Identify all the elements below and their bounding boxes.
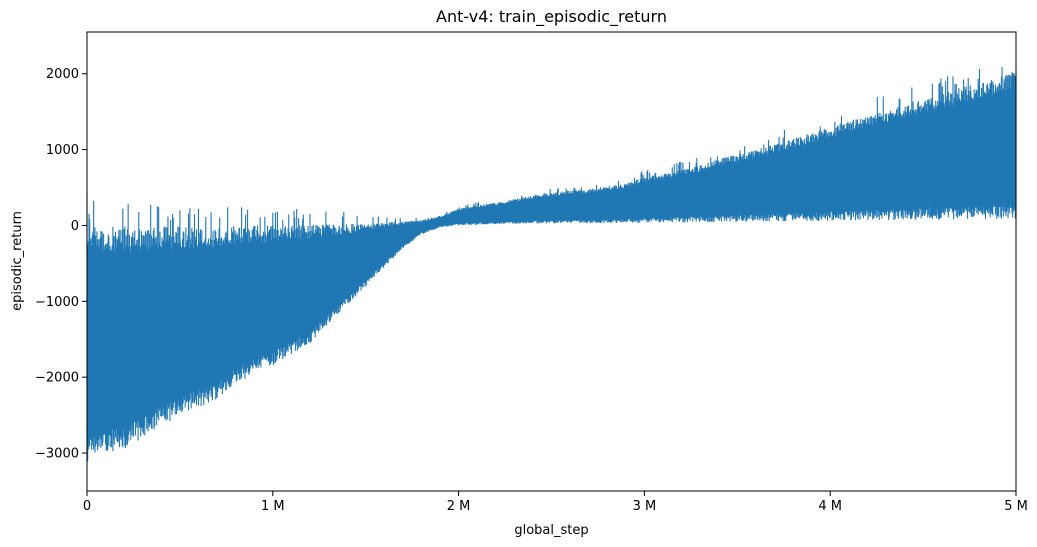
x-axis-label: global_step [514, 523, 588, 538]
y-tick-label: 0 [71, 219, 79, 234]
y-tick-label: 1000 [46, 143, 79, 158]
y-axis: −3000 −2000 −1000 0 1000 2000 [35, 67, 87, 462]
y-tick-label: −1000 [35, 295, 79, 310]
y-tick-label: −3000 [35, 447, 79, 462]
y-tick-label: −2000 [35, 371, 79, 386]
x-tick-label: 4 M [818, 499, 842, 514]
series-layer [86, 67, 1017, 462]
x-tick-label: 5 M [1004, 499, 1028, 514]
chart-title: Ant-v4: train_episodic_return [436, 7, 667, 27]
plot-frame [86, 31, 1017, 492]
x-axis: 0 1 M 2 M 3 M 4 M 5 M [83, 491, 1028, 514]
x-tick-label: 1 M [261, 499, 285, 514]
y-axis-label: episodic_return [10, 211, 25, 311]
x-tick-label: 0 [83, 499, 91, 514]
x-tick-label: 3 M [633, 499, 657, 514]
x-tick-label: 2 M [447, 499, 471, 514]
y-tick-label: 2000 [46, 67, 79, 82]
series-line [86, 67, 1017, 462]
